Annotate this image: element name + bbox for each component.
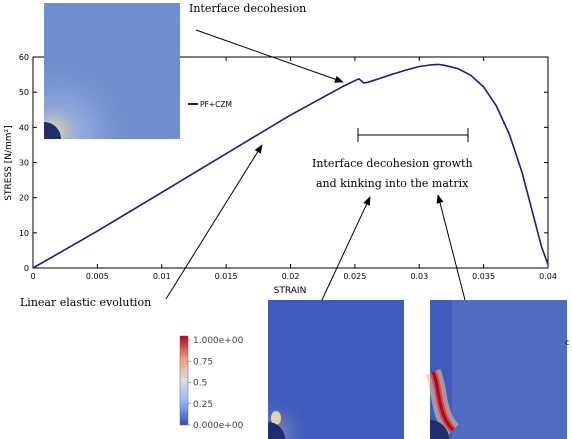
fiber-icon (44, 122, 61, 139)
series-line-pf-czm (32, 63, 549, 269)
bracket (357, 128, 469, 142)
colorbar-gradient (179, 335, 189, 426)
x-tick-label: 0.04 (539, 272, 557, 281)
colorbar-label: 0.5 (193, 379, 207, 389)
colorbar-label: 0.75 (193, 357, 213, 367)
fiber-icon (430, 420, 449, 439)
y-axis-label: STRESS [N/mm²] (4, 125, 14, 200)
y-tick-label: 20 (19, 194, 29, 203)
x-tick-label: 0.02 (282, 272, 300, 281)
x-axis-label: STRAIN (274, 286, 307, 296)
legend-label: PF+CZM (200, 100, 232, 109)
colorbar-label: 1.000e+00 (193, 336, 244, 346)
x-tick-label: 0.01 (153, 272, 171, 281)
annotation-linear: Linear elastic evolution (20, 296, 151, 309)
inset-initial-state (44, 3, 180, 139)
edge-mark: c (565, 338, 569, 347)
legend: PF+CZM (188, 100, 232, 109)
annotation-growth-line1: Interface decohesion growth (312, 157, 473, 170)
inset-decohesion-growth (268, 300, 404, 439)
annotation-decohesion: Interface decohesion (189, 2, 306, 15)
colorbar-labels: 1.000e+00 0.75 0.5 0.25 0.000e+00 (188, 336, 244, 431)
x-tick-label: 0.03 (410, 272, 428, 281)
series-layer (32, 63, 549, 269)
y-tick-label: 0 (24, 264, 29, 273)
annotation-growth-line2: and kinking into the matrix (316, 177, 469, 190)
arrow-linear (165, 144, 263, 300)
y-tick-label: 60 (19, 53, 29, 62)
ticks-layer: 0 0.005 0.01 0.015 0.02 0.025 0.03 0.035 0.04 0 10… (19, 53, 557, 281)
arrow-growth-right (436, 194, 466, 301)
arrows (165, 29, 466, 303)
arrow-growth-left (320, 196, 371, 303)
y-tick-label: 10 (19, 229, 29, 238)
colorbar-label: 0.25 (193, 400, 213, 410)
colorbar-label: 0.000e+00 (193, 421, 244, 431)
x-tick-label: 0.025 (343, 272, 366, 281)
colorbar: 1.000e+00 0.75 0.5 0.25 0.000e+00 (179, 335, 244, 431)
fiber-icon (268, 422, 285, 439)
x-tick-label: 0 (30, 272, 35, 281)
inset-kinking (425, 300, 567, 439)
arrow-decohesion (195, 29, 344, 83)
x-tick-label: 0.015 (215, 272, 238, 281)
y-tick-label: 30 (19, 159, 29, 168)
y-tick-label: 40 (19, 123, 29, 132)
y-tick-label: 50 (19, 88, 29, 97)
x-tick-label: 0.035 (472, 272, 495, 281)
x-tick-label: 0.005 (86, 272, 109, 281)
